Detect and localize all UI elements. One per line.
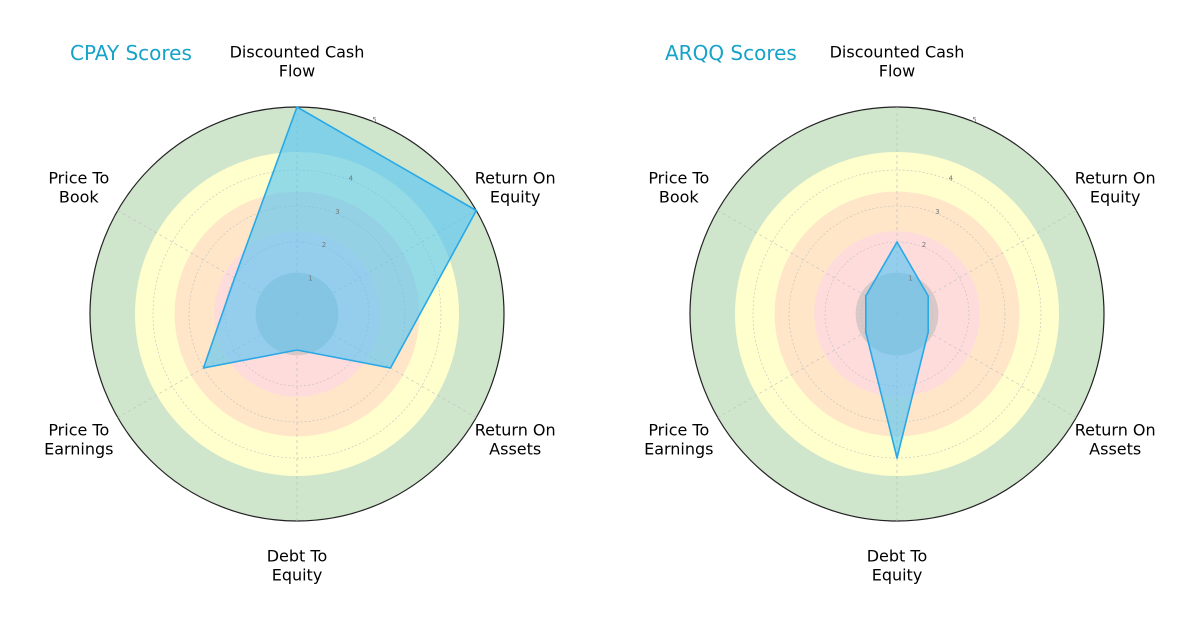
category-label: Price To Earnings: [644, 421, 713, 459]
category-label-line: Return On: [1075, 421, 1156, 440]
category-label: Debt To Equity: [267, 547, 328, 585]
radial-tick-label: 5: [972, 116, 976, 124]
category-label-line: Return On: [475, 169, 556, 188]
category-label: Discounted Cash Flow: [230, 43, 365, 81]
radial-tick-label: 4: [949, 175, 954, 183]
category-label: Return On Assets: [1075, 421, 1156, 459]
category-label-line: Book: [59, 188, 100, 207]
chart-title: ARQQ Scores: [665, 41, 797, 65]
spoke-line: [117, 210, 298, 315]
category-label-line: Assets: [1089, 440, 1141, 459]
category-label-line: Equity: [1090, 188, 1141, 207]
category-label: Return On Equity: [1075, 169, 1156, 207]
radial-tick-label: 1: [308, 275, 312, 283]
grid-circle: [752, 169, 1042, 459]
series-polygon: [864, 241, 930, 459]
category-label-line: Price To: [648, 421, 709, 440]
category-label-line: Equity: [272, 566, 323, 585]
radial-tick-label: 2: [922, 241, 926, 249]
category-label: Price To Earnings: [44, 421, 113, 459]
category-label: Return On Assets: [475, 421, 556, 459]
category-label: Discounted Cash Flow: [830, 43, 965, 81]
category-label-line: Assets: [489, 440, 541, 459]
category-label-line: Equity: [872, 566, 923, 585]
category-label-line: Earnings: [44, 440, 113, 459]
category-label-line: Price To: [48, 169, 109, 188]
spoke-line: [896, 313, 1077, 418]
category-label-line: Book: [659, 188, 700, 207]
series-polygon: [202, 106, 478, 369]
category-label-line: Earnings: [644, 440, 713, 459]
category-label-line: Flow: [879, 62, 916, 81]
category-label: Return On Equity: [475, 169, 556, 207]
category-label-line: Price To: [648, 169, 709, 188]
category-label-line: Discounted Cash: [830, 43, 965, 62]
spoke-line: [896, 210, 1077, 315]
grid-circle: [152, 169, 442, 459]
radial-tick-label: 5: [372, 116, 376, 124]
category-label-line: Equity: [490, 188, 541, 207]
category-label-line: Return On: [1075, 169, 1156, 188]
category-label-line: Debt To: [867, 547, 928, 566]
category-label-line: Debt To: [267, 547, 328, 566]
radial-tick-label: 4: [349, 175, 354, 183]
chart-title: CPAY Scores: [70, 41, 192, 65]
category-label-line: Return On: [475, 421, 556, 440]
category-label: Price To Book: [648, 169, 709, 207]
category-label-line: Flow: [279, 62, 316, 81]
spoke-line: [717, 210, 898, 315]
radial-tick-label: 3: [335, 208, 339, 216]
spoke-line: [717, 313, 898, 418]
radial-tick-label: 3: [935, 208, 939, 216]
category-label-line: Discounted Cash: [230, 43, 365, 62]
category-label: Price To Book: [48, 169, 109, 207]
radial-tick-label: 1: [908, 275, 912, 283]
radial-tick-label: 2: [322, 241, 326, 249]
category-label: Debt To Equity: [867, 547, 928, 585]
category-label-line: Price To: [48, 421, 109, 440]
